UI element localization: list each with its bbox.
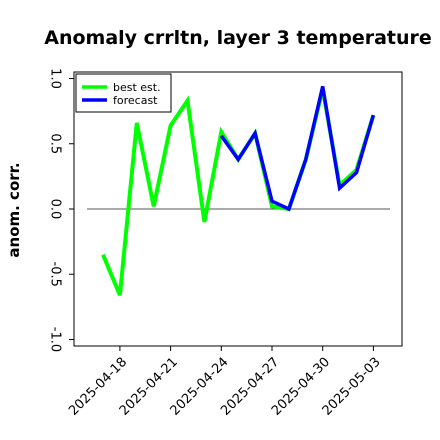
- series-layer: [101, 86, 376, 296]
- y-tick-label: 1.0: [48, 68, 63, 89]
- y-tick-label: -1.0: [48, 327, 63, 352]
- chart-title: Anomaly crrltn, layer 3 temperature: [44, 27, 432, 49]
- legend: best est.forecast: [75, 73, 172, 113]
- y-tick-label: 0.5: [48, 133, 63, 154]
- legend-box: [75, 73, 172, 113]
- x-axis-ticks: 2025-04-182025-04-212025-04-242025-04-27…: [66, 346, 384, 419]
- y-tick-label: 0.0: [48, 199, 63, 220]
- y-axis-label: anom. corr.: [5, 162, 23, 257]
- series-line-forecast: [219, 86, 376, 212]
- series-line-best-est-: [101, 88, 376, 296]
- legend-label: best est.: [113, 81, 161, 94]
- y-axis-ticks: -1.0 -0.5 0.0 0.5 1.0: [48, 68, 74, 352]
- legend-label: forecast: [113, 94, 158, 107]
- y-tick-label: -0.5: [48, 262, 63, 287]
